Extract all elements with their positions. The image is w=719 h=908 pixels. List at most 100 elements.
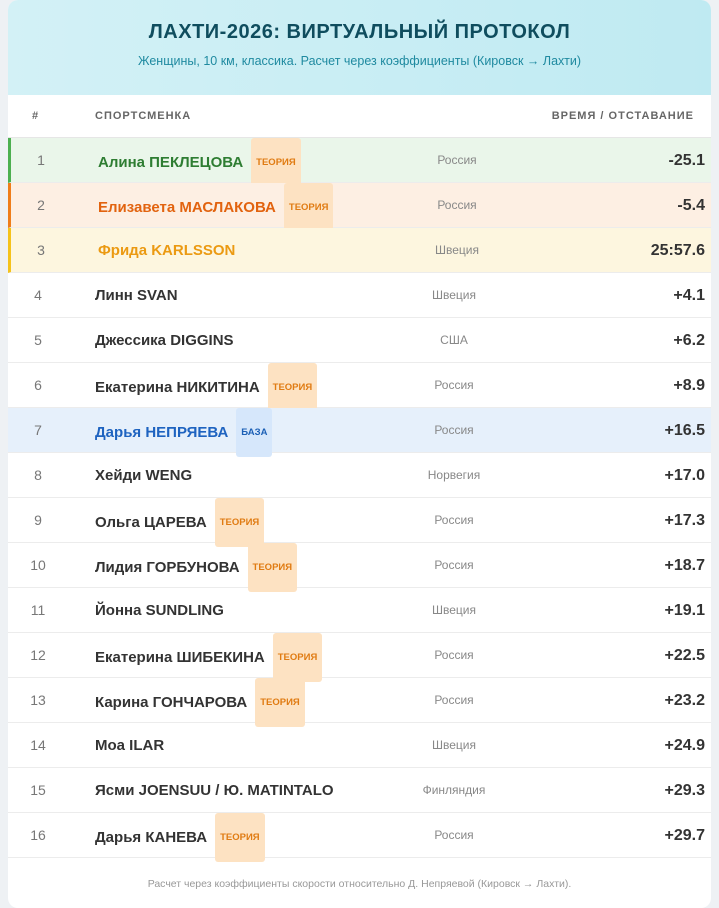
rank: 16 — [30, 827, 46, 843]
athlete-name: Лидия ГОРБУНОВА ТЕОРИЯ — [95, 543, 298, 592]
table-body: 1 Алина ПЕКЛЕЦОВА ТЕОРИЯ Россия -25.1 2 Елизав… — [8, 138, 711, 862]
athlete-name: Елизавета МАСЛАКОВА ТЕОРИЯ — [98, 183, 334, 232]
table-row: 1 Алина ПЕКЛЕЦОВА ТЕОРИЯ Россия -25.1 — [8, 138, 711, 187]
time: +8.9 — [673, 377, 705, 394]
athlete-name: Карина ГОНЧАРОВА ТЕОРИЯ — [95, 678, 305, 727]
table-row: 9 Ольга ЦАРЕВА ТЕОРИЯ Россия +17.3 — [8, 498, 711, 547]
time: +17.3 — [664, 512, 705, 529]
name-text: Елизавета МАСЛАКОВА — [98, 199, 276, 216]
time: -25.1 — [668, 152, 705, 169]
athlete-name: Ольга ЦАРЕВА ТЕОРИЯ — [95, 498, 265, 547]
name-text: Алина ПЕКЛЕЦОВА — [98, 154, 244, 171]
subtitle: Женщины, 10 км, классика. Расчет через к… — [137, 54, 582, 68]
time: +29.3 — [664, 782, 705, 799]
table-row: 7 Дарья НЕПРЯЕВА БАЗА Россия +16.5 — [8, 408, 711, 457]
tag-badge: БАЗА — [236, 408, 273, 457]
athlete-name: Джессика DIGGINS — [95, 318, 234, 363]
time: +4.1 — [673, 287, 705, 304]
name-text: Ольга ЦАРЕВА — [95, 514, 207, 531]
table-row: 8 Хейди WENG Норвегия +17.0 — [8, 453, 711, 498]
rank: 6 — [34, 377, 42, 393]
athlete-name: Алина ПЕКЛЕЦОВА ТЕОРИЯ — [98, 138, 301, 187]
time: +18.7 — [664, 557, 705, 574]
rank: 5 — [34, 332, 42, 348]
name-text: Ясми JOENSUU / Ю. MATINTALO — [95, 782, 334, 799]
tag-badge: ТЕОРИЯ — [272, 633, 323, 682]
time: +24.9 — [664, 737, 705, 754]
time: +16.5 — [664, 422, 705, 439]
country: Россия — [434, 378, 474, 392]
rank: 15 — [30, 782, 46, 798]
column-header: # — [32, 110, 40, 122]
rank: 10 — [30, 557, 46, 573]
athlete-name: Линн SVAN — [95, 273, 178, 318]
athlete-name: Ясми JOENSUU / Ю. MATINTALO — [95, 768, 334, 813]
rank: 1 — [37, 152, 45, 168]
country: Россия — [437, 198, 477, 212]
table-header: # СПОРТСМЕНКА ВРЕМЯ / ОТСТАВАНИЕ — [8, 95, 711, 138]
country: Россия — [434, 513, 474, 527]
athlete-name: Моа ILAR — [95, 723, 164, 768]
name-text: Дарья НЕПРЯЕВА — [95, 424, 229, 441]
table-row: 11 Йонна SUNDLING Швеция +19.1 — [8, 588, 711, 633]
rank: 2 — [37, 197, 45, 213]
rank: 7 — [34, 422, 42, 438]
time: +17.0 — [664, 467, 705, 484]
name-text: Моа ILAR — [95, 737, 165, 754]
title: ЛАХТИ-2026: ВИРТУАЛЬНЫЙ ПРОТОКОЛ — [148, 21, 571, 43]
athlete-name: Екатерина НИКИТИНА ТЕОРИЯ — [95, 363, 318, 412]
table-row: 6 Екатерина НИКИТИНА ТЕОРИЯ Россия +8.9 — [8, 363, 711, 412]
athlete-name: Екатерина ШИБЕКИНА ТЕОРИЯ — [95, 633, 323, 682]
rank: 9 — [34, 512, 42, 528]
country: Швеция — [435, 243, 479, 257]
time: -5.4 — [677, 197, 705, 214]
table-row: 3 Фрида KARLSSON Швеция 25:57.6 — [8, 228, 711, 273]
header: ЛАХТИ-2026: ВИРТУАЛЬНЫЙ ПРОТОКОЛ Женщины… — [8, 0, 711, 95]
table-row: 15 Ясми JOENSUU / Ю. MATINTALO Финляндия +2… — [8, 768, 711, 813]
rank: 13 — [30, 692, 46, 708]
country: Россия — [434, 828, 474, 842]
table-row: 5 Джессика DIGGINS США +6.2 — [8, 318, 711, 363]
column-header: ВРЕМЯ / ОТСТАВАНИЕ — [551, 110, 694, 122]
name-text: Фрида KARLSSON — [98, 242, 236, 259]
name-text: Карина ГОНЧАРОВА — [95, 694, 248, 711]
time: +19.1 — [664, 602, 705, 619]
footer: Расчет через коэффициенты скорости относ… — [147, 878, 572, 890]
name-text: Екатерина ШИБЕКИНА — [95, 649, 265, 666]
column-header: СПОРТСМЕНКА — [95, 110, 192, 122]
country: Норвегия — [427, 468, 481, 482]
athlete-name: Дарья НЕПРЯЕВА БАЗА — [95, 408, 273, 457]
country: Россия — [434, 558, 474, 572]
name-text: Джессика DIGGINS — [95, 332, 234, 349]
time: +6.2 — [673, 332, 705, 349]
name-text: Дарья КАНЕВА — [95, 829, 208, 846]
country: Россия — [434, 693, 474, 707]
tag-badge: ТЕОРИЯ — [251, 138, 301, 187]
tag-badge: ТЕОРИЯ — [283, 183, 334, 232]
tag-badge: ТЕОРИЯ — [255, 678, 305, 727]
athlete-name: Хейди WENG — [95, 453, 192, 498]
tag-badge: ТЕОРИЯ — [214, 498, 265, 547]
athlete-name: Дарья КАНЕВА ТЕОРИЯ — [95, 813, 265, 862]
time: +22.5 — [664, 647, 705, 664]
name-text: Линн SVAN — [95, 287, 178, 304]
table-row: 4 Линн SVAN Швеция +4.1 — [8, 273, 711, 318]
name-text: Лидия ГОРБУНОВА — [95, 559, 240, 576]
name-text: Екатерина НИКИТИНА — [95, 379, 260, 396]
rank: 11 — [30, 602, 46, 618]
rank: 12 — [30, 647, 46, 663]
rank: 14 — [30, 737, 46, 753]
tag-badge: ТЕОРИЯ — [215, 813, 265, 862]
time: +29.7 — [664, 827, 705, 844]
rank: 3 — [37, 242, 45, 258]
athlete-name: Фрида KARLSSON — [98, 228, 235, 273]
table-row: 13 Карина ГОНЧАРОВА ТЕОРИЯ Россия +23.2 — [8, 678, 711, 727]
country: Швеция — [432, 738, 476, 752]
country: США — [440, 333, 468, 347]
country: Швеция — [432, 288, 476, 302]
country: Россия — [434, 423, 474, 437]
country: Швеция — [432, 603, 476, 617]
name-text: Йонна SUNDLING — [95, 602, 224, 619]
table-row: 10 Лидия ГОРБУНОВА ТЕОРИЯ Россия +18.7 — [8, 543, 711, 592]
